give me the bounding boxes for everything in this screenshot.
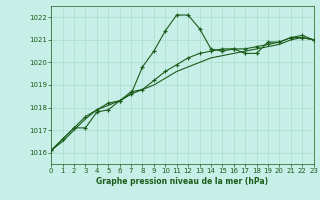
X-axis label: Graphe pression niveau de la mer (hPa): Graphe pression niveau de la mer (hPa) (96, 177, 268, 186)
